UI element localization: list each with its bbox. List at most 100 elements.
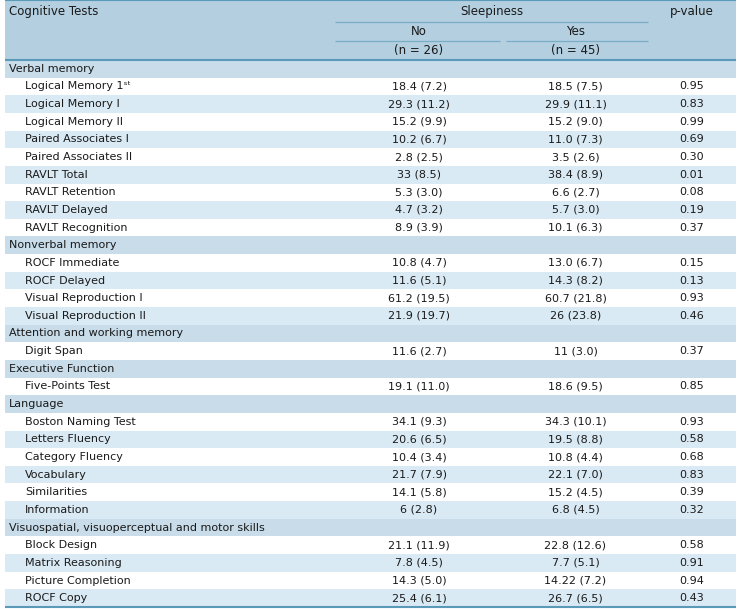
Bar: [5, 60, 736, 77]
Text: RAVLT Recognition: RAVLT Recognition: [25, 223, 127, 233]
Text: 13.0 (6.7): 13.0 (6.7): [548, 258, 603, 268]
Text: Paired Associates II: Paired Associates II: [25, 152, 132, 162]
Text: Block Design: Block Design: [25, 540, 97, 551]
Text: 0.83: 0.83: [679, 99, 705, 109]
Text: 11.6 (2.7): 11.6 (2.7): [392, 346, 446, 356]
Bar: [5, 431, 736, 448]
Text: Visual Reproduction II: Visual Reproduction II: [25, 311, 146, 321]
Bar: [5, 289, 736, 307]
Bar: [5, 219, 736, 236]
Bar: [5, 395, 736, 413]
Text: (n = 45): (n = 45): [551, 44, 600, 57]
Text: 0.99: 0.99: [679, 117, 705, 127]
Text: Category Fluency: Category Fluency: [25, 452, 123, 462]
Text: Picture Completion: Picture Completion: [25, 576, 130, 585]
Text: 0.83: 0.83: [679, 470, 705, 480]
Text: 0.91: 0.91: [679, 558, 705, 568]
Bar: [5, 0, 736, 60]
Text: 0.93: 0.93: [679, 293, 705, 303]
Bar: [5, 484, 736, 501]
Text: Information: Information: [25, 505, 90, 515]
Text: Cognitive Tests: Cognitive Tests: [9, 4, 99, 18]
Text: 0.85: 0.85: [679, 381, 705, 392]
Text: 7.7 (5.1): 7.7 (5.1): [551, 558, 599, 568]
Bar: [5, 378, 736, 395]
Text: Five-Points Test: Five-Points Test: [25, 381, 110, 392]
Text: 33 (8.5): 33 (8.5): [397, 170, 441, 180]
Text: 0.58: 0.58: [679, 434, 705, 445]
Text: Visuospatial, visuoperceptual and motor skills: Visuospatial, visuoperceptual and motor …: [9, 523, 265, 533]
Bar: [5, 201, 736, 219]
Text: 11.0 (7.3): 11.0 (7.3): [548, 135, 603, 144]
Text: 19.5 (8.8): 19.5 (8.8): [548, 434, 603, 445]
Text: 6 (2.8): 6 (2.8): [400, 505, 438, 515]
Text: No: No: [411, 25, 427, 38]
Text: 34.1 (9.3): 34.1 (9.3): [392, 417, 446, 427]
Text: Digit Span: Digit Span: [25, 346, 83, 356]
Bar: [5, 254, 736, 272]
Text: Matrix Reasoning: Matrix Reasoning: [25, 558, 122, 568]
Text: 21.1 (11.9): 21.1 (11.9): [388, 540, 450, 551]
Text: 20.6 (6.5): 20.6 (6.5): [392, 434, 446, 445]
Text: 29.9 (11.1): 29.9 (11.1): [545, 99, 606, 109]
Text: 0.69: 0.69: [679, 135, 705, 144]
Bar: [5, 554, 736, 572]
Text: 0.37: 0.37: [679, 346, 705, 356]
Text: 0.94: 0.94: [679, 576, 705, 585]
Text: Sleepiness: Sleepiness: [460, 4, 523, 18]
Text: 5.7 (3.0): 5.7 (3.0): [552, 205, 599, 215]
Text: 19.1 (11.0): 19.1 (11.0): [388, 381, 450, 392]
Text: 0.68: 0.68: [679, 452, 705, 462]
Text: Yes: Yes: [566, 25, 585, 38]
Text: 0.01: 0.01: [679, 170, 704, 180]
Text: 21.7 (7.9): 21.7 (7.9): [391, 470, 447, 480]
Text: 10.8 (4.7): 10.8 (4.7): [391, 258, 446, 268]
Bar: [5, 272, 736, 289]
Text: 61.2 (19.5): 61.2 (19.5): [388, 293, 450, 303]
Text: 0.15: 0.15: [679, 258, 704, 268]
Bar: [5, 148, 736, 166]
Text: 18.5 (7.5): 18.5 (7.5): [548, 82, 603, 91]
Bar: [5, 448, 736, 466]
Text: 21.9 (19.7): 21.9 (19.7): [388, 311, 450, 321]
Bar: [5, 95, 736, 113]
Text: 26.7 (6.5): 26.7 (6.5): [548, 593, 603, 603]
Text: 60.7 (21.8): 60.7 (21.8): [545, 293, 606, 303]
Bar: [5, 360, 736, 378]
Text: Language: Language: [9, 399, 64, 409]
Text: 0.58: 0.58: [679, 540, 705, 551]
Text: Logical Memory 1ˢᵗ: Logical Memory 1ˢᵗ: [25, 82, 131, 91]
Text: 38.4 (8.9): 38.4 (8.9): [548, 170, 603, 180]
Text: 0.46: 0.46: [679, 311, 705, 321]
Text: RAVLT Total: RAVLT Total: [25, 170, 87, 180]
Bar: [5, 166, 736, 183]
Text: 14.1 (5.8): 14.1 (5.8): [392, 487, 446, 498]
Text: 5.3 (3.0): 5.3 (3.0): [395, 188, 443, 197]
Bar: [5, 307, 736, 325]
Text: 29.3 (11.2): 29.3 (11.2): [388, 99, 450, 109]
Text: 18.4 (7.2): 18.4 (7.2): [391, 82, 447, 91]
Bar: [5, 236, 736, 254]
Text: ROCF Immediate: ROCF Immediate: [25, 258, 119, 268]
Text: ROCF Delayed: ROCF Delayed: [25, 275, 105, 286]
Bar: [5, 325, 736, 342]
Text: Logical Memory I: Logical Memory I: [25, 99, 120, 109]
Text: Logical Memory II: Logical Memory II: [25, 117, 123, 127]
Text: 0.95: 0.95: [679, 82, 705, 91]
Text: 0.08: 0.08: [679, 188, 705, 197]
Bar: [5, 590, 736, 607]
Text: Letters Fluency: Letters Fluency: [25, 434, 110, 445]
Text: 18.6 (9.5): 18.6 (9.5): [548, 381, 603, 392]
Text: 34.3 (10.1): 34.3 (10.1): [545, 417, 606, 427]
Bar: [5, 342, 736, 360]
Text: 0.37: 0.37: [679, 223, 705, 233]
Text: 0.19: 0.19: [679, 205, 705, 215]
Text: Verbal memory: Verbal memory: [9, 64, 94, 74]
Text: 25.4 (6.1): 25.4 (6.1): [392, 593, 446, 603]
Text: 22.8 (12.6): 22.8 (12.6): [545, 540, 606, 551]
Text: 11.6 (5.1): 11.6 (5.1): [392, 275, 446, 286]
Text: 26 (23.8): 26 (23.8): [550, 311, 601, 321]
Text: 10.4 (3.4): 10.4 (3.4): [392, 452, 446, 462]
Text: 15.2 (9.0): 15.2 (9.0): [548, 117, 603, 127]
Bar: [5, 77, 736, 95]
